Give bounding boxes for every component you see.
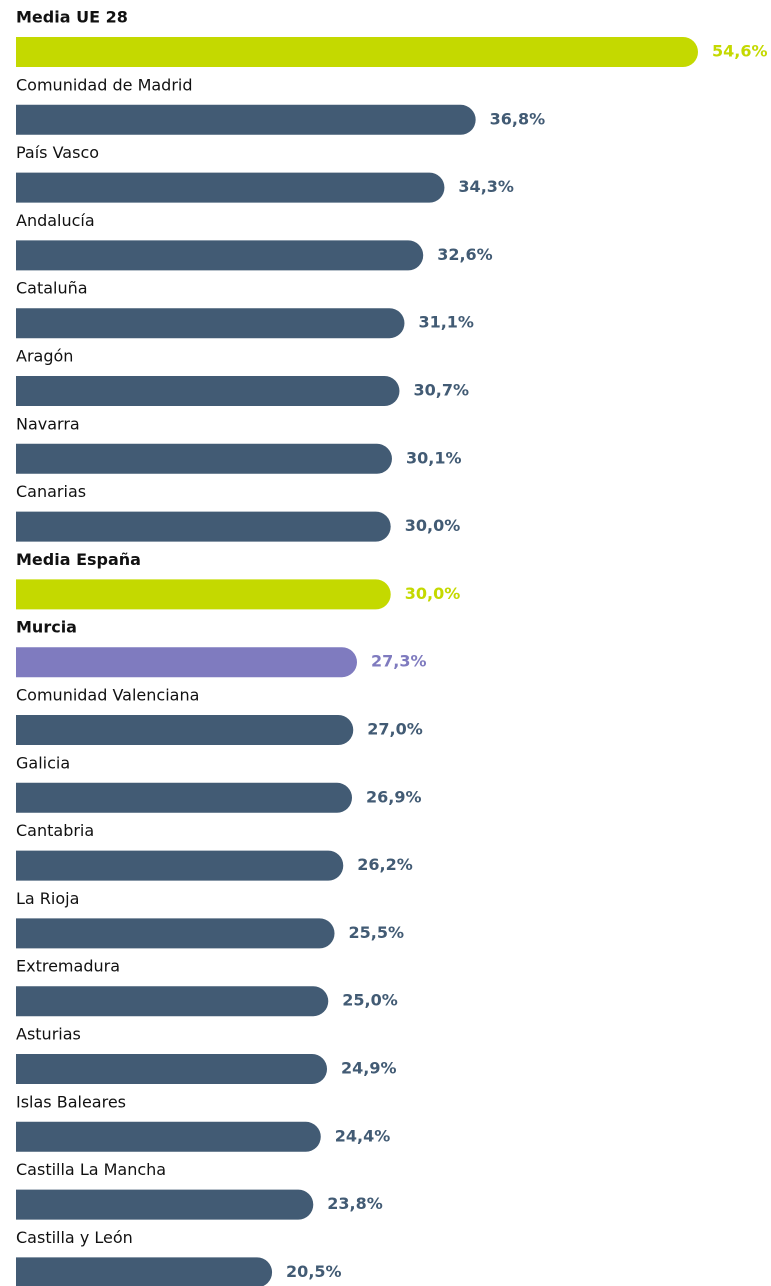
value-label: 24,4% (335, 1126, 391, 1145)
value-label: 24,9% (341, 1059, 397, 1078)
bar (16, 579, 391, 610)
category-label: Comunidad de Madrid (16, 75, 193, 94)
category-label: Castilla La Mancha (16, 1160, 166, 1179)
category-label: Media España (16, 550, 141, 569)
category-label: Castilla y León (16, 1228, 133, 1247)
category-label: País Vasco (16, 143, 99, 162)
bar (16, 782, 353, 813)
bar (16, 443, 392, 474)
value-label: 25,0% (342, 991, 398, 1010)
category-label: Navarra (16, 414, 80, 433)
bar (16, 1189, 314, 1220)
bar (16, 308, 405, 339)
category-label: Islas Baleares (16, 1092, 126, 1111)
bar (16, 986, 329, 1017)
value-label: 23,8% (327, 1194, 383, 1213)
bar (16, 376, 400, 406)
value-label: 30,0% (405, 584, 461, 603)
value-label: 32,6% (437, 245, 493, 264)
bar (16, 1257, 272, 1286)
category-label: La Rioja (16, 889, 79, 908)
bar (16, 715, 354, 745)
category-label: Murcia (16, 618, 77, 637)
value-label: 31,1% (418, 313, 474, 332)
category-label: Extremadura (16, 957, 120, 976)
value-label: 26,9% (366, 787, 422, 806)
value-label: 34,3% (458, 177, 514, 196)
value-label: 25,5% (349, 923, 405, 942)
category-label: Canarias (16, 482, 86, 501)
value-label: 54,6% (712, 42, 768, 61)
bar (16, 1121, 321, 1152)
value-label: 30,1% (406, 448, 462, 467)
category-label: Media UE 28 (16, 8, 128, 27)
category-label: Andalucía (16, 211, 95, 230)
value-label: 36,8% (490, 109, 546, 128)
bar (16, 647, 358, 678)
bar (16, 240, 424, 271)
bar (16, 1054, 328, 1084)
value-label: 26,2% (357, 855, 413, 874)
bar (16, 37, 698, 67)
value-label: 27,3% (371, 652, 427, 671)
category-label: Asturias (16, 1025, 81, 1044)
bar (16, 511, 391, 542)
value-label: 20,5% (286, 1262, 342, 1281)
category-label: Galicia (16, 753, 70, 772)
category-label: Cataluña (16, 279, 88, 298)
value-label: 30,0% (405, 516, 461, 535)
bar (16, 172, 445, 203)
bar (16, 918, 335, 949)
bar (16, 104, 476, 135)
bar (16, 850, 344, 881)
category-label: Aragón (16, 347, 73, 366)
category-label: Cantabria (16, 821, 94, 840)
value-label: 30,7% (413, 381, 469, 400)
value-label: 27,0% (367, 720, 423, 739)
category-label: Comunidad Valenciana (16, 686, 199, 705)
